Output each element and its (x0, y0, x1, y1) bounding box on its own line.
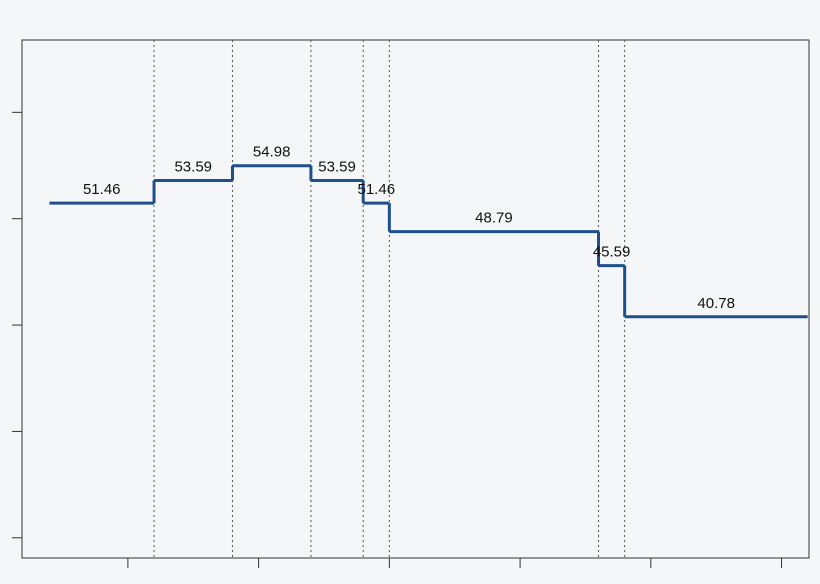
value-label: 51.46 (358, 181, 396, 198)
value-label: 53.59 (174, 159, 212, 176)
value-label: 45.59 (593, 244, 631, 261)
value-label: 53.59 (318, 159, 356, 176)
value-label: 54.98 (253, 144, 291, 161)
value-label: 51.46 (83, 181, 121, 198)
plot-frame (21, 39, 810, 559)
value-label: 48.79 (475, 210, 513, 227)
value-label: 40.78 (697, 295, 735, 312)
